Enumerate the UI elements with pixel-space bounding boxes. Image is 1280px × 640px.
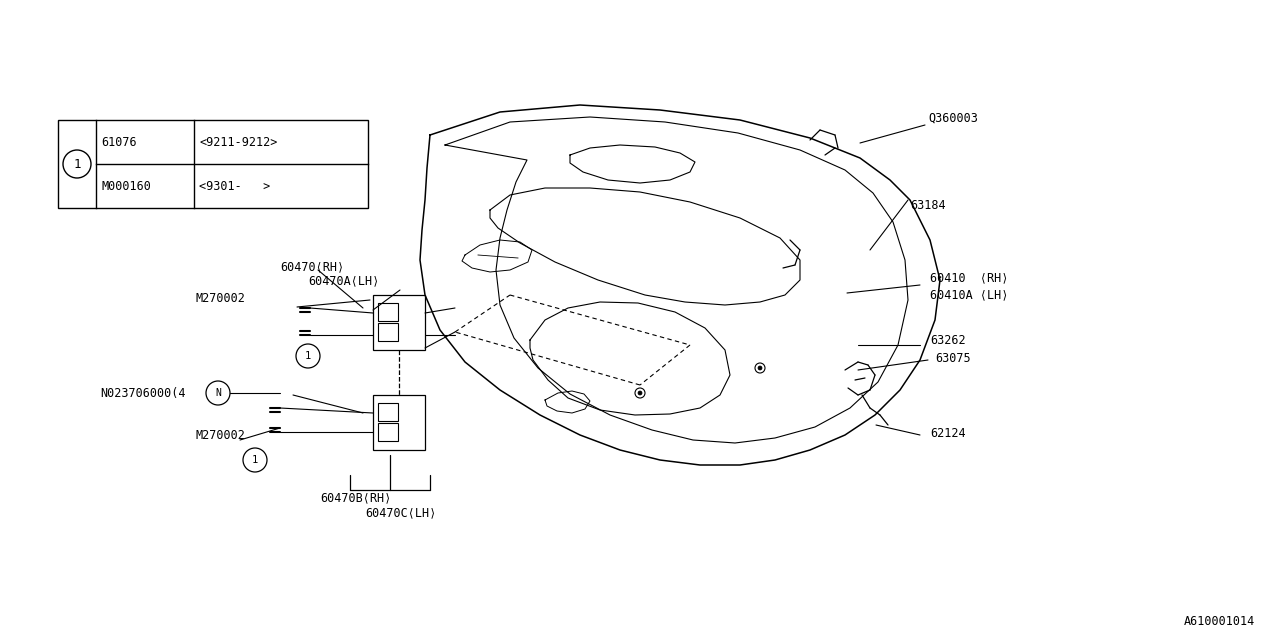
Bar xyxy=(372,395,425,450)
Text: A610001014: A610001014 xyxy=(1184,615,1254,628)
Text: 60470A⟨LH⟩: 60470A⟨LH⟩ xyxy=(308,274,379,287)
Circle shape xyxy=(637,391,643,395)
Text: M270002: M270002 xyxy=(195,429,244,442)
Text: 60470C⟨LH⟩: 60470C⟨LH⟩ xyxy=(365,506,436,520)
Text: N: N xyxy=(215,388,221,398)
Text: 60410A ⟨LH⟩: 60410A ⟨LH⟩ xyxy=(931,289,1009,301)
Text: 1: 1 xyxy=(305,351,311,361)
Text: 1: 1 xyxy=(252,455,259,465)
Text: Q360003: Q360003 xyxy=(928,111,978,125)
Text: M000160: M000160 xyxy=(101,179,151,193)
Text: 60470⟨RH⟩: 60470⟨RH⟩ xyxy=(280,260,344,273)
Circle shape xyxy=(755,363,765,373)
Text: <9301-   >: <9301- > xyxy=(198,179,270,193)
Text: 60470B⟨RH⟩: 60470B⟨RH⟩ xyxy=(320,492,392,504)
Bar xyxy=(378,323,398,341)
Circle shape xyxy=(635,388,645,398)
Bar xyxy=(372,295,425,350)
Bar xyxy=(378,303,398,321)
Text: 63262: 63262 xyxy=(931,333,965,346)
Text: 63075: 63075 xyxy=(934,351,970,365)
Text: M270002: M270002 xyxy=(195,291,244,305)
Text: 1: 1 xyxy=(73,157,81,170)
Text: N023706000(4: N023706000(4 xyxy=(100,387,186,399)
Text: 60410  ⟨RH⟩: 60410 ⟨RH⟩ xyxy=(931,271,1009,285)
Bar xyxy=(58,120,369,208)
Text: 62124: 62124 xyxy=(931,426,965,440)
Text: 63184: 63184 xyxy=(910,198,946,211)
Bar xyxy=(378,423,398,441)
Text: 61076: 61076 xyxy=(101,136,137,148)
Text: <9211-9212>: <9211-9212> xyxy=(198,136,278,148)
Bar xyxy=(378,403,398,421)
Circle shape xyxy=(758,366,762,370)
